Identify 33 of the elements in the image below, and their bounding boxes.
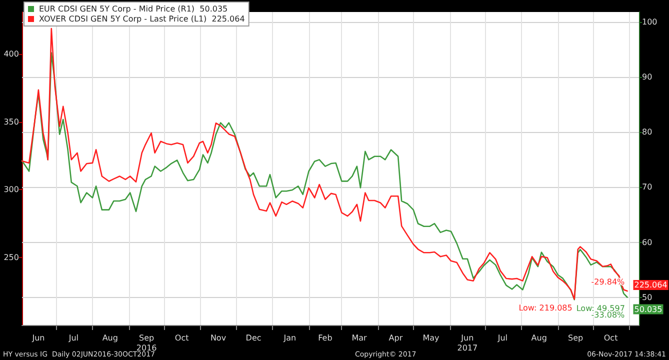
y-tick-label: 400 [4,50,19,59]
x-tick-label: May [422,334,440,342]
annotation: -33.08% [591,310,626,320]
x-tick-label: Jun [31,334,45,342]
x-tick-label: Oct [604,334,618,342]
x-tick-label: Feb [318,334,332,342]
x-tick-label: Aug [102,334,118,342]
legend-label: XOVER CDSI GEN 5Y Corp - Last Price (L1) 225.064 [39,14,245,24]
data-label: 225.064 [634,280,668,290]
data-label: 50.035 [634,304,662,314]
data-label: Low: 219.085 [518,304,572,313]
x-tick-label: Jun 2017 [457,334,478,352]
y2-tick-label: 90 [642,72,652,82]
x-tick-label: Oct [174,334,189,342]
x-tick-label: Jan [282,334,296,342]
x-tick-label: Sep [568,334,584,342]
y2-tick-label: 50 [642,292,652,302]
x-tick-label: Nov [210,334,226,342]
y-tick-label: 300 [4,185,19,194]
y2-tick-label: 70 [642,182,652,192]
x-tick-label: Apr [388,334,404,342]
x-tick-label: Sep 2016 [136,334,157,352]
x-tick-label: Dec [246,334,262,342]
x-tick-label: Mar [352,334,368,342]
y2-tick-label: 60 [642,238,652,247]
legend-label: EUR CDSI GEN 5Y Corp - Mid Price (R1) 50.035 [39,4,228,14]
y-tick-label: 250 [4,252,19,262]
x-tick-label: Jul [496,334,508,342]
y2-tick-label: 100 [642,17,658,26]
y2-tick-label: 80 [642,128,652,137]
y-tick-label: 350 [4,117,19,126]
x-tick-label: Aug [531,334,547,342]
x-tick-label: Jul [68,334,79,342]
